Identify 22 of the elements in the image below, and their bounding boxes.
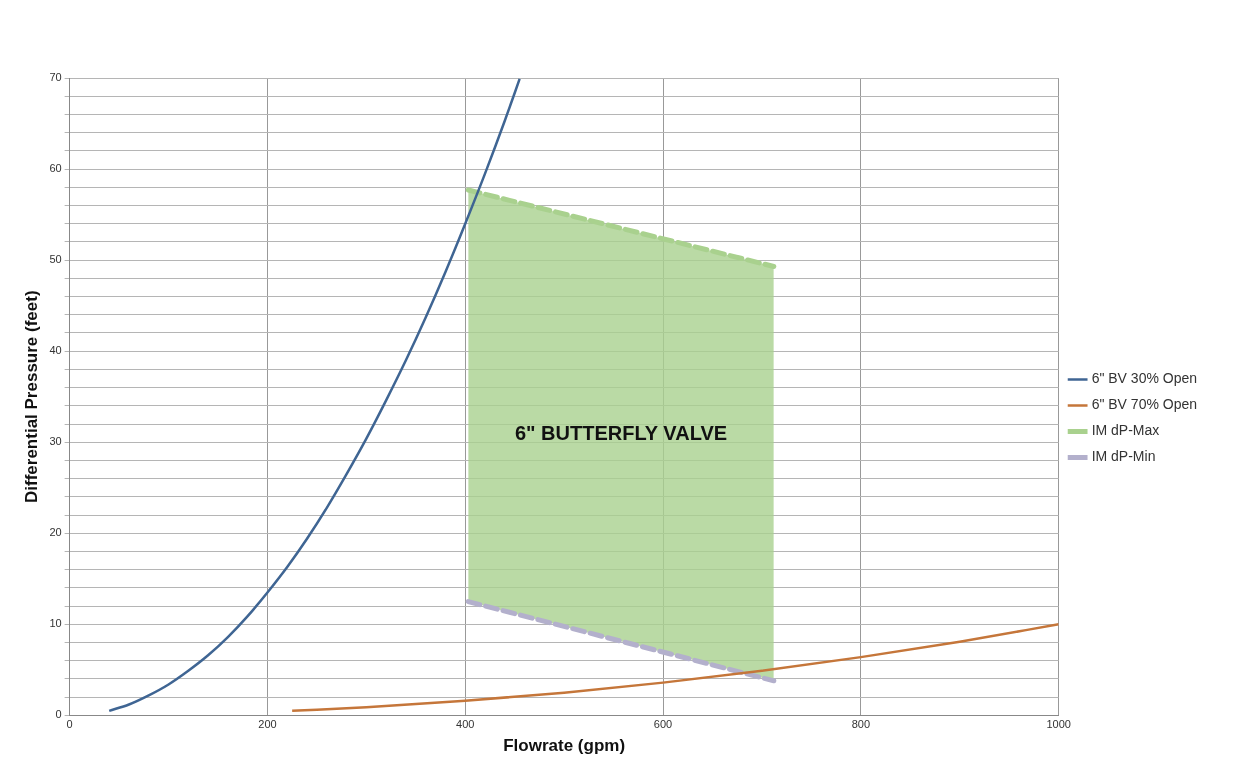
x-tick-label: 0 (66, 718, 73, 731)
y-tick-label: 10 (49, 617, 62, 630)
y-axis-title: Differential Pressure (feet) (21, 290, 41, 503)
legend-label: IM dP-Min (1091, 448, 1156, 465)
legend-label: IM dP-Max (1091, 422, 1160, 439)
y-tick-label: 70 (49, 71, 62, 84)
y-tick-label: 60 (49, 162, 62, 175)
x-axis-title: Flowrate (gpm) (503, 736, 626, 756)
annotation: 6" BUTTERFLY VALVE (514, 422, 728, 445)
x-tick-label: 1000 (1046, 718, 1071, 731)
x-tick-label: 800 (851, 718, 871, 731)
x-tick-label: 400 (456, 718, 475, 731)
y-tick-label: 40 (49, 344, 62, 357)
x-tick-label: 600 (653, 718, 673, 731)
x-tick-label: 200 (258, 718, 277, 731)
y-tick-label: 0 (55, 708, 62, 721)
legend-label: 6" BV 30% Open (1091, 370, 1198, 387)
line-series (290, 623, 1059, 713)
y-tick-label: 20 (49, 526, 62, 539)
legend-label: 6" BV 70% Open (1091, 396, 1198, 413)
y-tick-label: 30 (49, 435, 62, 448)
y-tick-label: 50 (49, 253, 62, 266)
